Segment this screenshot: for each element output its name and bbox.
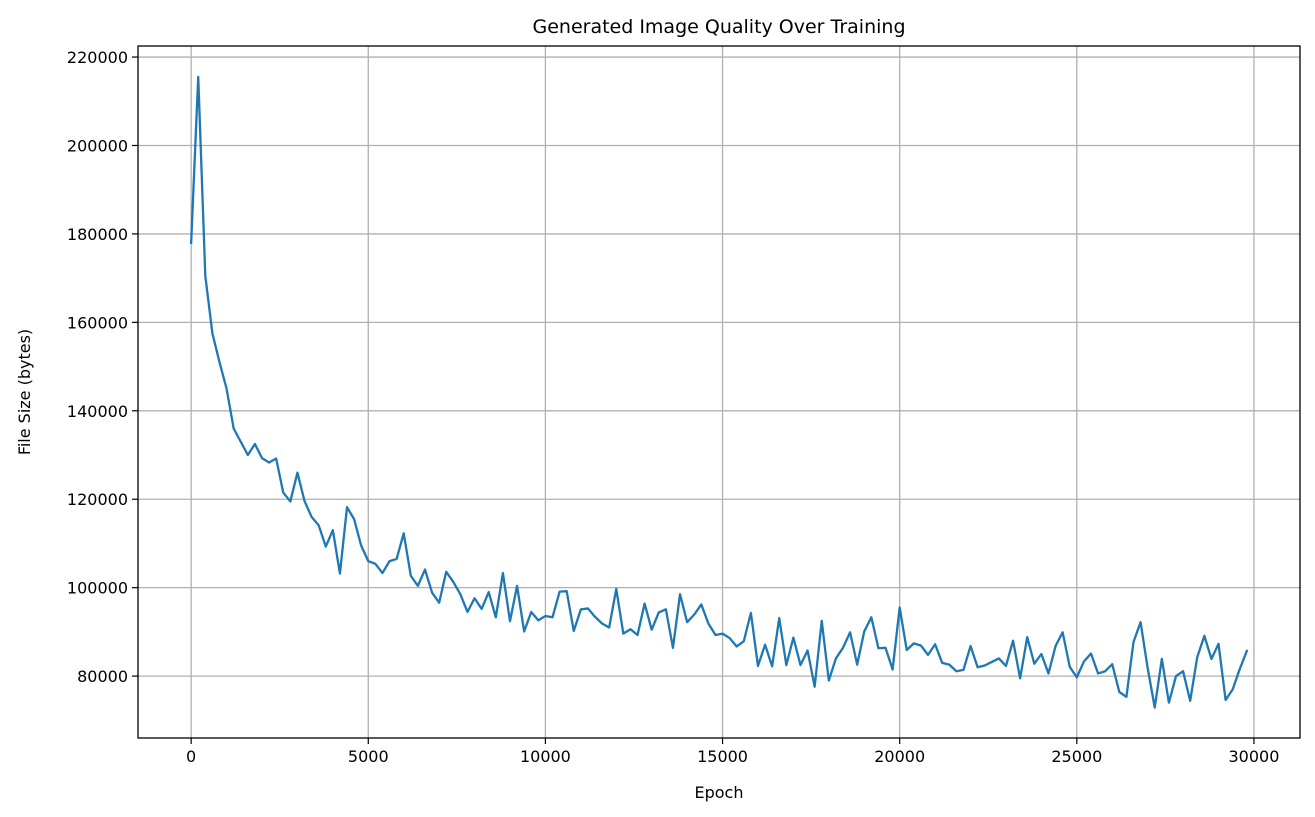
chart-title: Generated Image Quality Over Training	[532, 16, 905, 38]
y-tick-label: 100000	[67, 579, 128, 598]
y-tick-label: 220000	[67, 48, 128, 67]
series-line	[189, 75, 1249, 709]
y-tick-label: 160000	[67, 313, 128, 332]
axis-ticks: 0 5000 10000 15000 20000 25000 30000 80000 10000…	[67, 48, 1279, 766]
x-tick-label: 0	[186, 747, 196, 766]
x-axis-label: Epoch	[695, 783, 744, 802]
y-tick-label: 140000	[67, 402, 128, 421]
grid-lines	[138, 46, 1300, 738]
y-axis-label: File Size (bytes)	[15, 329, 34, 455]
x-tick-label: 5000	[348, 747, 389, 766]
x-tick-label: 25000	[1051, 747, 1102, 766]
x-tick-label: 20000	[874, 747, 925, 766]
plot-frame	[137, 45, 1301, 739]
y-tick-label: 200000	[67, 136, 128, 155]
x-tick-label: 30000	[1228, 747, 1279, 766]
x-tick-label: 15000	[697, 747, 748, 766]
series-layer	[189, 75, 1249, 709]
y-tick-label: 180000	[67, 225, 128, 244]
x-tick-label: 10000	[520, 747, 571, 766]
y-tick-label: 120000	[67, 490, 128, 509]
y-tick-label: 80000	[77, 667, 128, 686]
